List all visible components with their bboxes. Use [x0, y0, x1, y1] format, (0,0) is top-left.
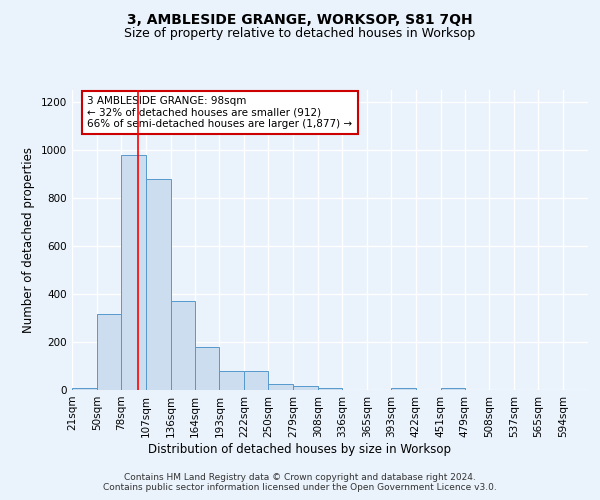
Bar: [220, 371, 244, 390]
Bar: [72, 388, 97, 390]
Bar: [121, 155, 146, 390]
Bar: [318, 388, 342, 390]
Text: Contains HM Land Registry data © Crown copyright and database right 2024.
Contai: Contains HM Land Registry data © Crown c…: [103, 472, 497, 492]
Text: 3 AMBLESIDE GRANGE: 98sqm
← 32% of detached houses are smaller (912)
66% of semi: 3 AMBLESIDE GRANGE: 98sqm ← 32% of detac…: [88, 96, 353, 129]
Bar: [268, 384, 293, 390]
Bar: [194, 347, 220, 390]
Bar: [293, 386, 318, 390]
Text: Size of property relative to detached houses in Worksop: Size of property relative to detached ho…: [124, 28, 476, 40]
Text: 3, AMBLESIDE GRANGE, WORKSOP, S81 7QH: 3, AMBLESIDE GRANGE, WORKSOP, S81 7QH: [127, 12, 473, 26]
Y-axis label: Number of detached properties: Number of detached properties: [22, 147, 35, 333]
Bar: [391, 388, 416, 390]
Bar: [97, 314, 121, 390]
Bar: [146, 179, 170, 390]
Text: Distribution of detached houses by size in Worksop: Distribution of detached houses by size …: [149, 442, 452, 456]
Bar: [440, 388, 464, 390]
Bar: [170, 301, 194, 390]
Bar: [244, 371, 268, 390]
